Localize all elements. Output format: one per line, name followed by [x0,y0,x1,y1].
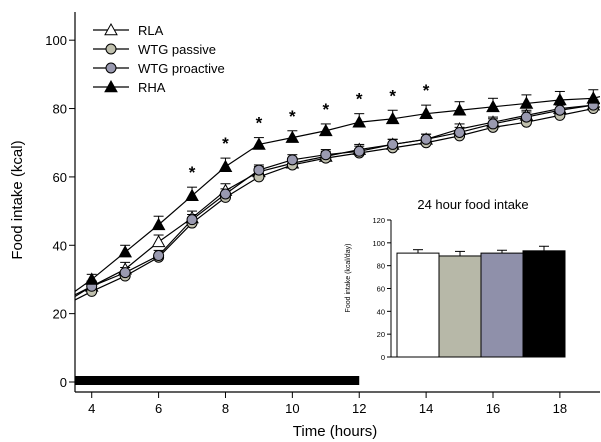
y-tick-label: 100 [45,33,67,48]
rha-point [285,130,300,143]
wtg-proactive-point [186,214,198,226]
inset-title: 24 hour food intake [417,197,528,212]
significance-star: * [356,90,363,109]
inset-y-tick-label: 80 [377,262,385,271]
inset-y-tick-label: 40 [377,307,385,316]
y-tick-label: 60 [53,170,67,185]
wtg-proactive-point [320,149,332,161]
rha-point [352,115,367,128]
rha-point [84,272,99,285]
wtg-proactive-point [420,133,432,145]
wtg-proactive-point [253,164,265,176]
inset-bar-wtg-passive [438,255,482,358]
inset-bar-rla [396,252,440,358]
rla-point [151,234,166,248]
significance-star: * [222,134,229,153]
rha-point [486,99,500,113]
inset-bar-wtg-proactive [480,252,524,358]
legend-marker [104,22,118,36]
inset-bar-rha [522,250,566,358]
wtg-proactive-line [75,102,600,298]
dark-phase-bar [75,376,360,385]
legend-label: RHA [138,80,166,95]
rha-point [218,159,233,172]
rha-point [586,91,600,104]
wtg-proactive-point [454,126,466,138]
main-plot: 0 20 40 60 80 100 4 6 8 10 12 14 16 18 * * * * * * * * RLA WTG … [45,12,600,416]
y-tick-label: 80 [53,102,67,117]
wtg-proactive-point [353,145,365,157]
y-tick-label: 20 [53,307,67,322]
y-tick-label: 40 [53,238,67,253]
rha-point [118,245,133,258]
wtg-proactive-point [520,111,532,123]
x-tick-label: 12 [352,401,366,416]
x-tick-label: 8 [222,401,229,416]
significance-star: * [256,114,263,133]
legend-marker [105,43,117,55]
inset-y-tick-label: 100 [372,239,385,248]
inset-bar-chart: 0 20 40 60 80 100 120 [334,186,600,364]
inset-y-tick-label: 0 [381,353,385,362]
rha-point [519,96,534,109]
significance-star: * [423,81,430,100]
series-group [75,89,600,301]
wtg-passive-line [75,106,600,301]
inset-y-tick-label: 20 [377,330,385,339]
rha-point [419,106,433,119]
rha-point [318,123,333,137]
inset-y-tick-label: 120 [372,216,385,225]
significance-star: * [289,107,296,126]
x-tick-label: 6 [155,401,162,416]
wtg-proactive-point [487,118,499,130]
rha-point [385,111,400,125]
significance-star: * [322,100,329,119]
x-tick-label: 10 [285,401,299,416]
legend-label: RLA [138,23,164,38]
inset-y-tick-label: 60 [377,285,385,294]
legend-label: WTG passive [138,42,216,57]
rha-point [151,217,166,231]
x-tick-label: 16 [486,401,500,416]
x-tick-label: 14 [419,401,433,416]
rha-point [553,92,567,106]
rha-point [452,103,467,116]
wtg-proactive-point [554,104,566,116]
significance-star: * [389,86,396,105]
x-axis-title: Time (hours) [293,423,377,440]
y-tick-label: 0 [60,375,67,390]
x-tick-label: 18 [553,401,567,416]
inset-y-axis-title: Food intake (kcal/day) [345,244,352,313]
rha-point [252,137,266,150]
legend-marker [104,79,118,93]
legend-marker [105,62,117,74]
x-tick-label: 4 [88,401,95,416]
y-axis-title: Food intake (kcal) [9,140,26,259]
wtg-proactive-point [153,250,165,262]
legend-label: WTG proactive [138,61,225,76]
wtg-proactive-point [219,188,231,200]
wtg-proactive-point [119,267,131,279]
legend: RLA WTG passive WTG proactive RHA [93,22,225,95]
wtg-proactive-point [286,154,298,166]
rha-point [185,188,199,202]
significance-star: * [189,163,196,182]
wtg-proactive-point [387,138,399,150]
